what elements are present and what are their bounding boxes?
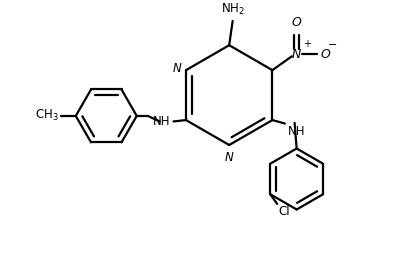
- Text: O: O: [320, 48, 330, 61]
- Text: Cl: Cl: [278, 205, 289, 218]
- Text: −: −: [328, 40, 337, 50]
- Text: CH$_3$: CH$_3$: [35, 108, 59, 124]
- Text: N: N: [173, 62, 182, 75]
- Text: NH: NH: [152, 115, 170, 128]
- Text: +: +: [303, 39, 311, 49]
- Text: NH: NH: [287, 125, 305, 138]
- Text: N: N: [292, 48, 301, 61]
- Text: N: N: [225, 151, 234, 164]
- Text: O: O: [292, 16, 302, 29]
- Text: NH$_2$: NH$_2$: [221, 2, 245, 17]
